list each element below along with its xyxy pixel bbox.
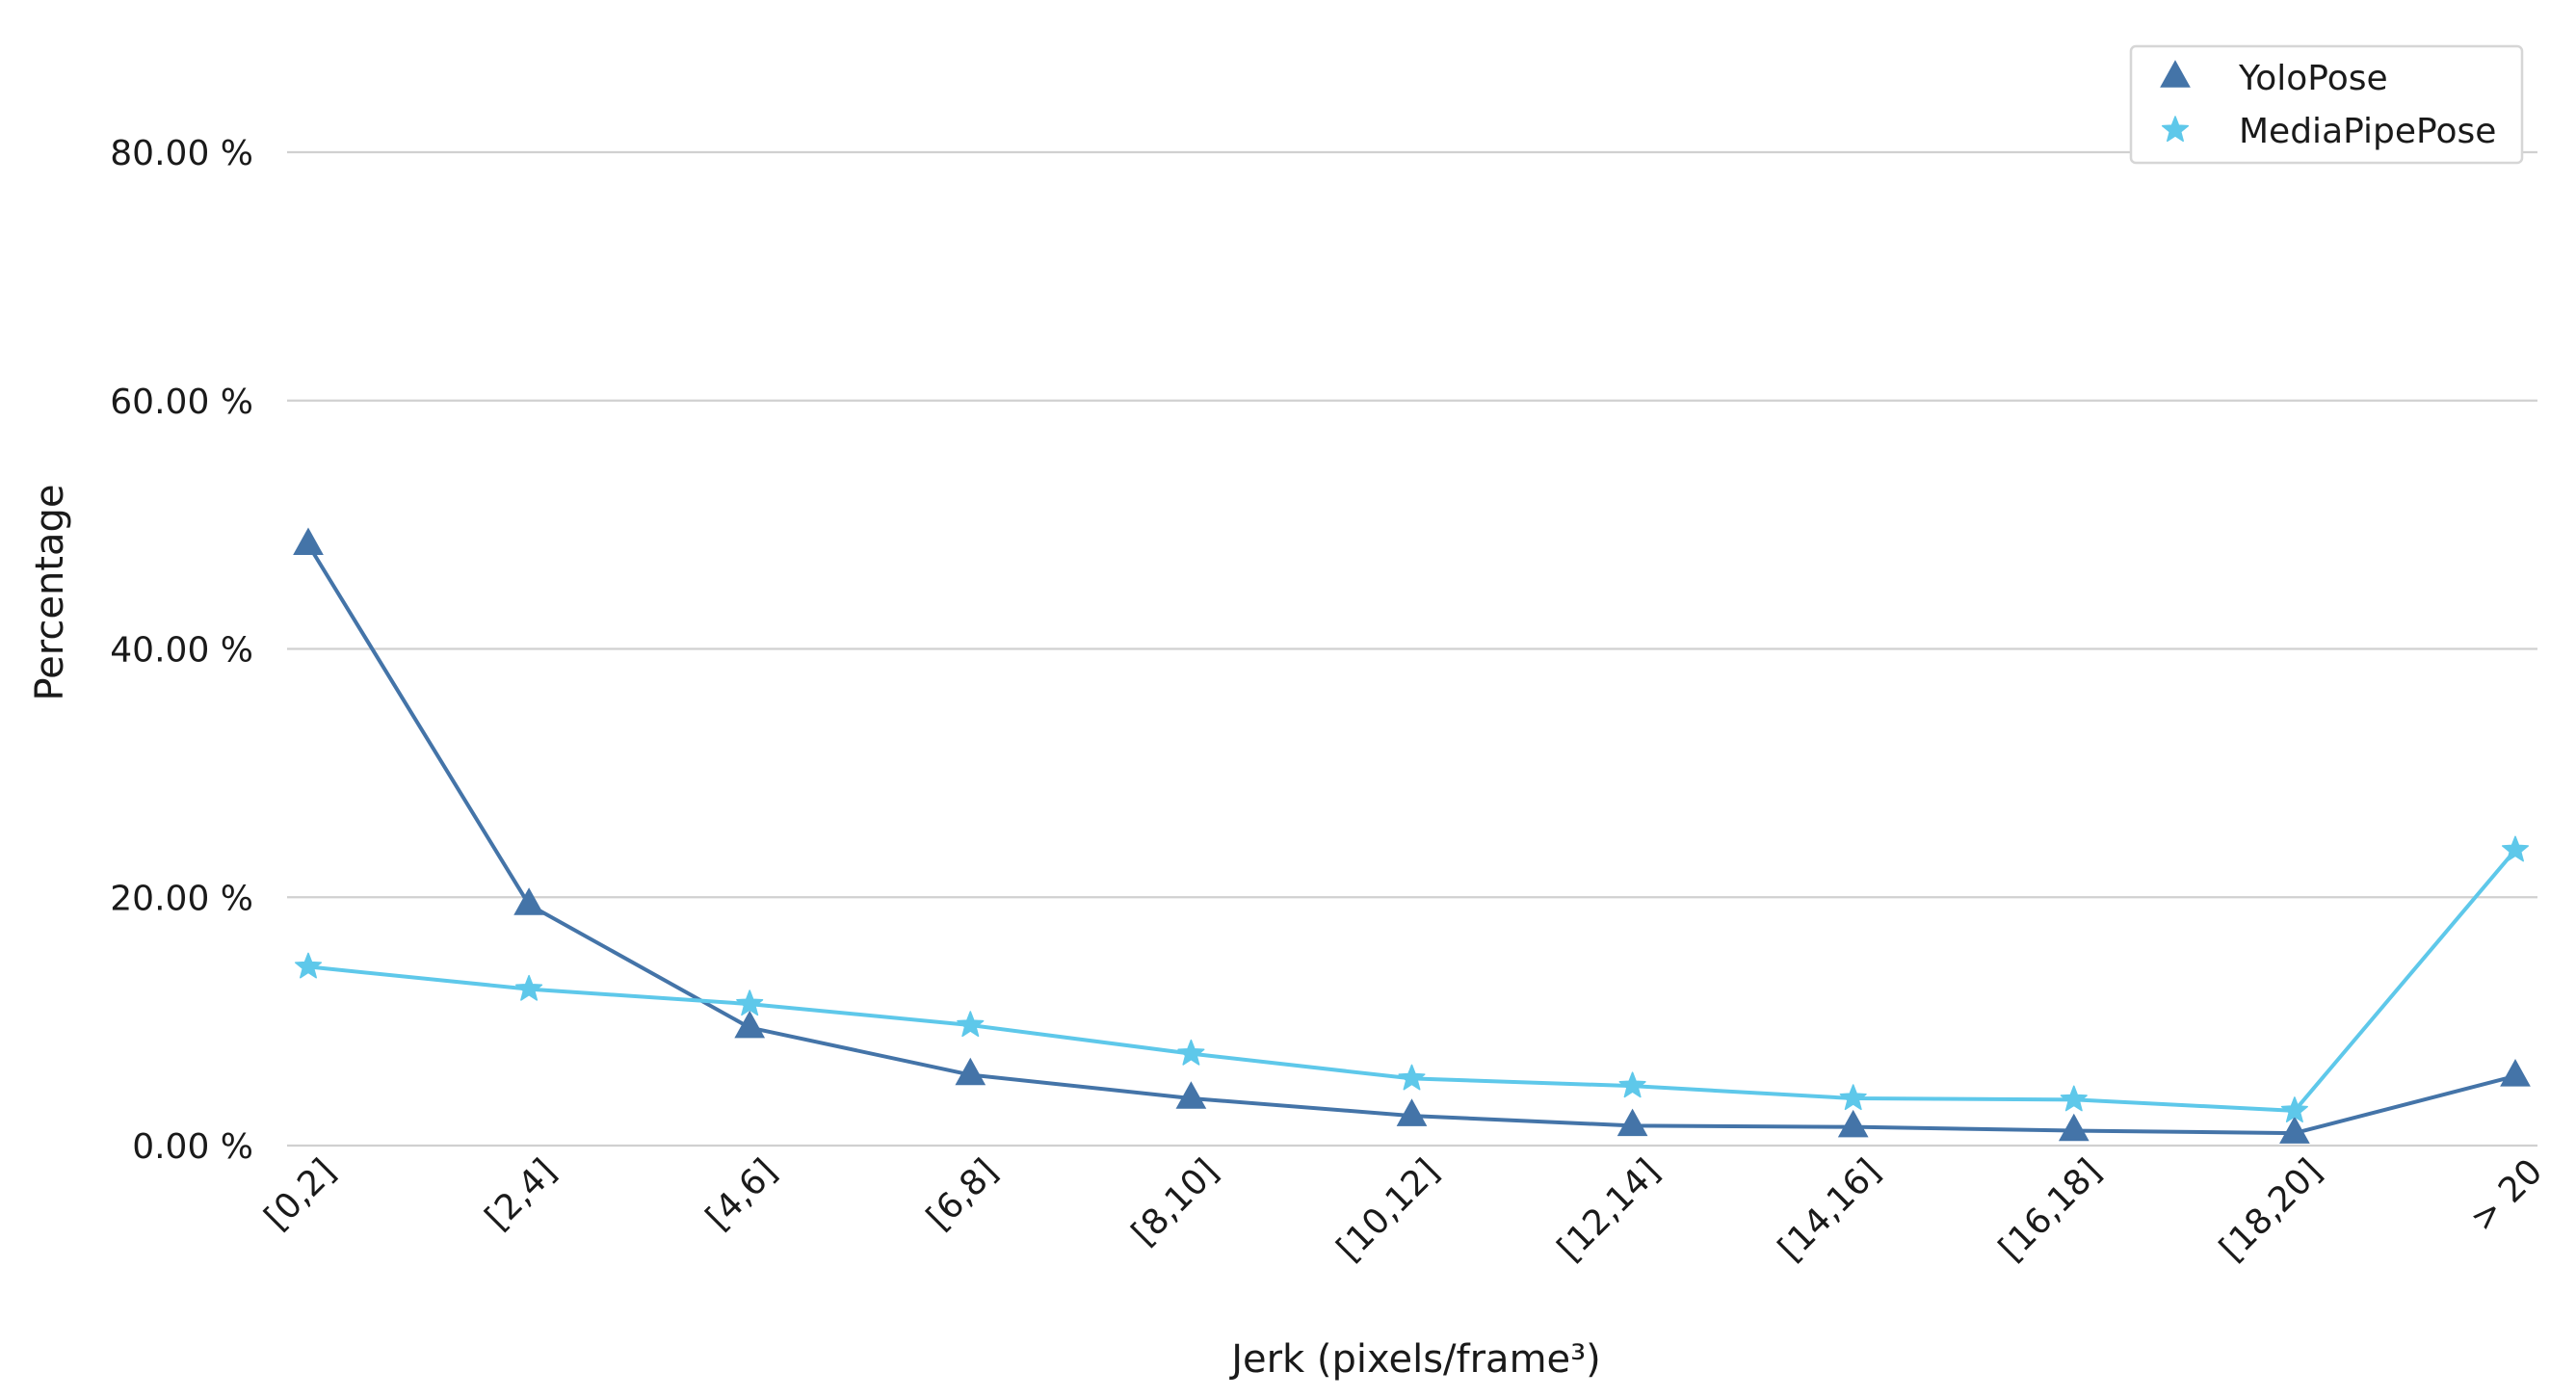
- y-tick-label: 0.00 %: [132, 1127, 253, 1167]
- y-tick-label: 40.00 %: [110, 631, 253, 671]
- data-point-mediapipepose: [2280, 1096, 2308, 1122]
- data-point-yolopose: [2058, 1113, 2090, 1142]
- x-tick-label: [4,6]: [698, 1151, 784, 1237]
- data-point-mediapipepose: [515, 974, 543, 1001]
- x-tick-label: > 20: [2463, 1151, 2551, 1239]
- x-tick-label: [12,14]: [1550, 1151, 1668, 1269]
- grid-lines: [287, 150, 2537, 1147]
- series-layer: [293, 527, 2531, 1144]
- x-tick-label: [8,10]: [1124, 1151, 1226, 1253]
- legend-label: MediaPipePose: [2239, 112, 2496, 151]
- data-point-mediapipepose: [2060, 1085, 2088, 1112]
- data-point-mediapipepose: [1839, 1084, 1867, 1111]
- triangle-marker-icon: [2160, 60, 2191, 88]
- data-point-mediapipepose: [1398, 1064, 1426, 1091]
- data-point-yolopose: [955, 1057, 986, 1086]
- data-point-yolopose: [513, 887, 544, 915]
- data-point-yolopose: [1175, 1081, 1207, 1109]
- data-point-mediapipepose: [1177, 1039, 1205, 1066]
- x-axis-ticks: [0,2] [2,4] [4,6] [6,8] [8,10] [10,12] [12,14]…: [257, 1151, 2550, 1269]
- data-point-yolopose: [293, 527, 324, 556]
- series-line-yolopose: [306, 543, 2516, 1136]
- x-tick-label: [16,18]: [1991, 1151, 2109, 1269]
- legend: YoloPose MediaPipePose: [2129, 44, 2524, 165]
- x-tick-label: [6,8]: [919, 1151, 1005, 1237]
- legend-item: MediaPipePose: [2161, 112, 2496, 151]
- x-tick-label: [10,12]: [1329, 1151, 1447, 1269]
- data-point-yolopose: [734, 1010, 766, 1039]
- y-axis-ticks: 0.00 % 20.00 % 40.00 % 60.00 % 80.00 %: [110, 134, 253, 1167]
- legend-box: [2129, 44, 2524, 165]
- data-point-mediapipepose: [1618, 1071, 1646, 1098]
- data-point-mediapipepose: [736, 989, 764, 1016]
- y-axis-label: Percentage: [28, 484, 72, 700]
- data-point-mediapipepose: [294, 952, 323, 979]
- star-marker-icon: [2161, 116, 2190, 143]
- data-point-mediapipepose: [2501, 835, 2530, 862]
- data-point-yolopose: [2279, 1116, 2310, 1144]
- y-tick-label: 20.00 %: [110, 879, 253, 918]
- x-tick-label: [2,4]: [478, 1151, 564, 1237]
- legend-item: YoloPose: [2160, 59, 2388, 98]
- legend-label: YoloPose: [2238, 59, 2388, 98]
- series-mediapipepose: [294, 835, 2530, 1122]
- data-point-yolopose: [1396, 1098, 1428, 1126]
- x-tick-label: [14,16]: [1771, 1151, 1888, 1269]
- data-point-yolopose: [1617, 1108, 1648, 1137]
- data-point-yolopose: [2500, 1059, 2531, 1087]
- y-tick-label: 80.00 %: [110, 134, 253, 173]
- series-yolopose: [293, 527, 2531, 1144]
- x-axis-label: Jerk (pixels/frame³): [1228, 1337, 1601, 1382]
- x-tick-label: [18,20]: [2213, 1151, 2330, 1269]
- data-point-mediapipepose: [957, 1011, 985, 1038]
- y-tick-label: 60.00 %: [110, 382, 253, 422]
- data-point-yolopose: [1837, 1109, 1869, 1138]
- x-tick-label: [0,2]: [257, 1151, 343, 1237]
